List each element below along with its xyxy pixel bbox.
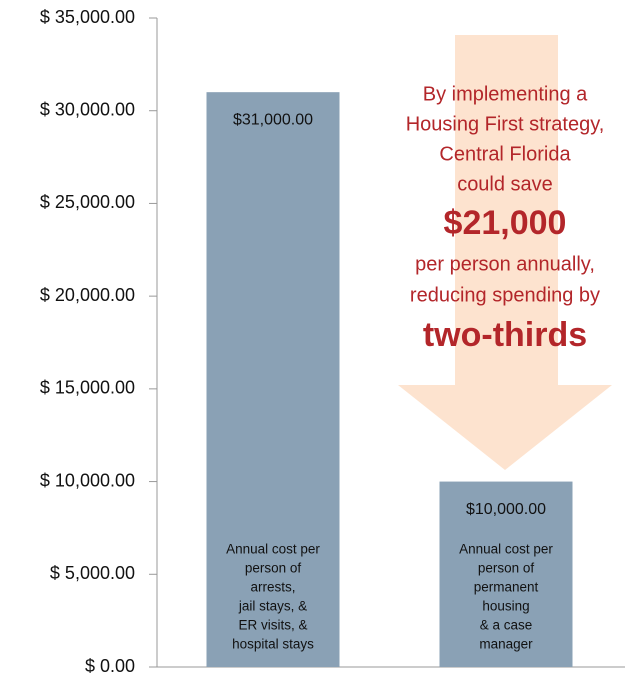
arrow	[398, 35, 612, 470]
annotation: could save	[457, 173, 553, 195]
category-label: housing	[482, 599, 529, 614]
annotation: per person annually,	[415, 253, 595, 275]
category-label: & a case	[480, 618, 533, 633]
annotation: Central Florida	[439, 143, 571, 165]
annotation: Housing First strategy,	[406, 113, 605, 135]
category-label: hospital stays	[232, 637, 314, 652]
y-tick-label: $ 20,000.00	[40, 285, 135, 305]
category-label: jail stays, &	[238, 599, 307, 614]
category-label: person of	[245, 561, 302, 576]
category-label: arrests,	[250, 580, 295, 595]
annotation: reducing spending by	[410, 284, 600, 306]
y-tick-label: $ 15,000.00	[40, 378, 135, 398]
annotation: two-thirds	[423, 316, 587, 354]
category-label: Annual cost per	[226, 542, 320, 557]
y-tick-label: $ 25,000.00	[40, 192, 135, 212]
bar	[439, 481, 573, 667]
category-label: person of	[478, 561, 535, 576]
bar	[206, 92, 340, 667]
category-label: ER visits, &	[238, 618, 307, 633]
category-label: Annual cost per	[459, 542, 553, 557]
annotation: By implementing a	[423, 83, 588, 105]
y-tick-label: $ 0.00	[85, 656, 135, 676]
y-tick-label: $ 10,000.00	[40, 470, 135, 490]
y-tick-label: $ 35,000.00	[40, 7, 135, 27]
value-label: $10,000.00	[466, 501, 546, 518]
annotation: $21,000	[444, 204, 567, 242]
category-label: permanent	[474, 580, 539, 595]
value-label: $31,000.00	[233, 111, 313, 128]
y-tick-label: $ 30,000.00	[40, 99, 135, 119]
y-tick-label: $ 5,000.00	[50, 563, 135, 583]
category-label: manager	[479, 637, 533, 652]
